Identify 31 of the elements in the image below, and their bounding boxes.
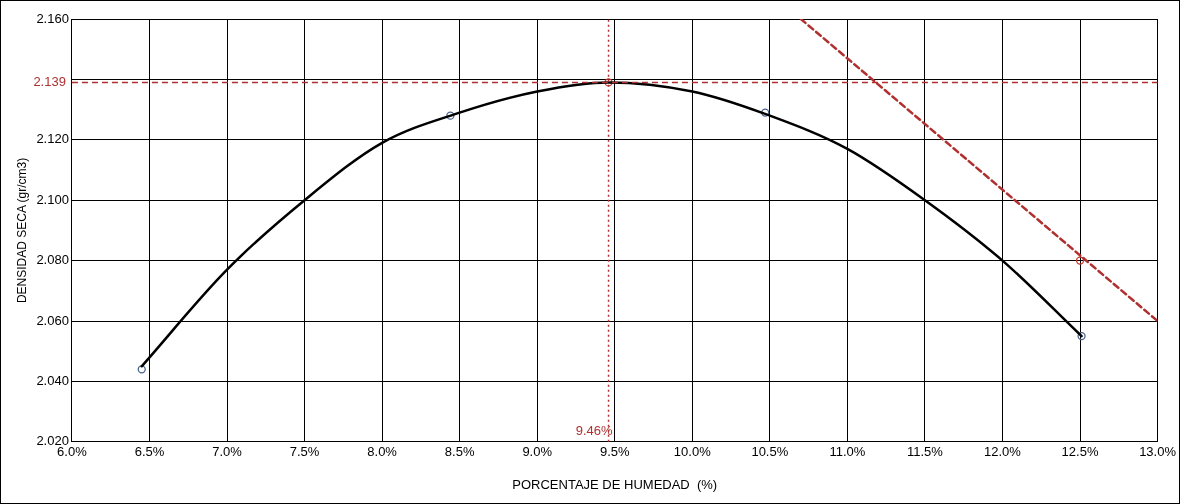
ref-line-label: 2.139 [33,74,66,89]
x-tick-label: 6.5% [134,444,165,460]
x-tick-label: 13.0% [1139,444,1177,460]
point [137,365,146,374]
x-tick-label: 10.0% [673,444,712,460]
x-tick-label: 9.0% [522,444,553,460]
ref-line-label: 9.46% [575,422,613,438]
y-tick-label: 2.100 [36,191,69,207]
x-tick-label: 9.5% [599,444,630,460]
y-tick-label: 2.160 [36,10,69,26]
y-tick-label: 2.060 [36,312,69,328]
point [1075,256,1085,265]
y-tick-label: 2.040 [36,372,69,388]
point [1077,331,1086,341]
x-tick-label: 12.5% [1061,444,1099,460]
y-tick-label: 2.080 [36,252,69,268]
x-tick-label: 11.5% [906,444,944,460]
x-tick-label: 6.0% [57,444,88,460]
x-tick-label: 7.0% [212,444,243,460]
point [446,111,455,120]
x-tick-label: 7.5% [289,444,320,460]
y-axis-title: DENSIDAD SECA (gr/cm3) [14,157,29,304]
x-tick-label: 11.0% [829,444,866,460]
point [761,108,770,117]
x-tick-label: 8.0% [367,444,398,460]
x-tick-label: 8.5% [444,444,475,460]
x-axis-title: PORCENTAJE DE HUMEDAD (%) [512,476,718,492]
x-tick-label: 10.5% [751,444,789,460]
point [604,78,613,87]
x-tick-label: 12.0% [984,444,1022,460]
y-tick-label: 2.120 [36,131,69,147]
